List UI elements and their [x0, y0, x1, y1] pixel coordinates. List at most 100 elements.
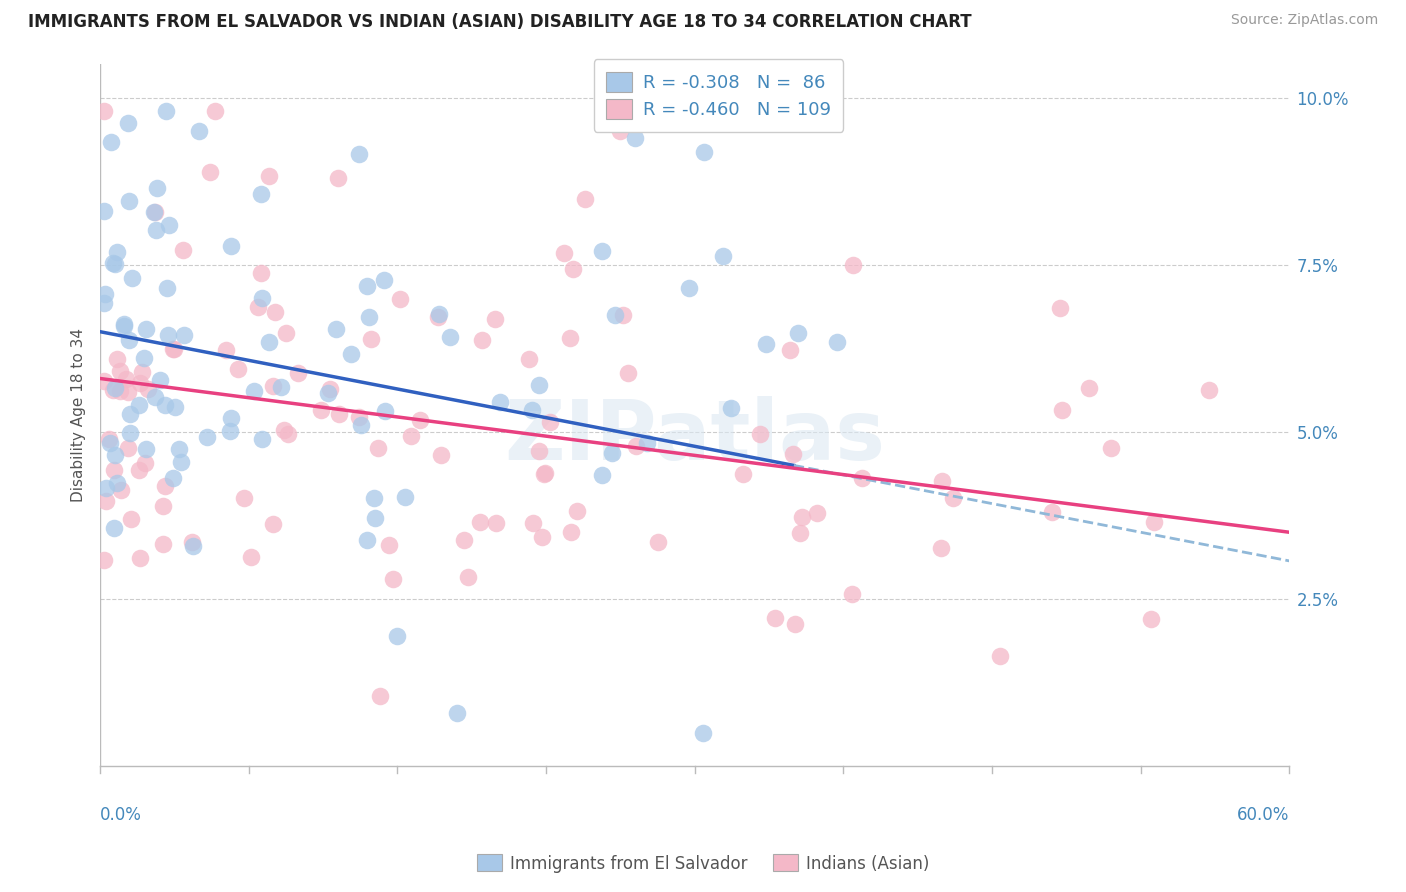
- Point: [93, 104, 115, 119]
- Point: [112, 318, 135, 333]
- Point: [517, 351, 540, 366]
- Point: [273, 423, 295, 437]
- Point: [488, 395, 510, 409]
- Point: [112, 317, 135, 331]
- Point: [169, 442, 191, 456]
- Point: [427, 307, 450, 321]
- Point: [155, 104, 177, 119]
- Point: [825, 334, 848, 349]
- Point: [156, 281, 179, 295]
- Point: [841, 587, 863, 601]
- Point: [626, 439, 648, 453]
- Point: [692, 726, 714, 740]
- Point: [574, 192, 596, 206]
- Point: [105, 475, 128, 490]
- Point: [173, 243, 195, 257]
- Point: [409, 413, 432, 427]
- Point: [233, 491, 256, 505]
- Point: [257, 335, 280, 350]
- Point: [617, 366, 640, 380]
- Point: [215, 343, 238, 358]
- Point: [349, 146, 371, 161]
- Point: [988, 648, 1011, 663]
- Point: [929, 541, 952, 556]
- Point: [162, 342, 184, 356]
- Point: [457, 570, 479, 584]
- Point: [394, 490, 416, 504]
- Point: [471, 333, 494, 347]
- Point: [779, 343, 801, 358]
- Point: [529, 443, 551, 458]
- Point: [135, 442, 157, 456]
- Point: [143, 391, 166, 405]
- Point: [647, 534, 669, 549]
- Point: [318, 382, 340, 396]
- Point: [120, 512, 142, 526]
- Point: [94, 286, 117, 301]
- Text: Source: ZipAtlas.com: Source: ZipAtlas.com: [1230, 13, 1378, 28]
- Point: [143, 205, 166, 219]
- Point: [219, 410, 242, 425]
- Point: [257, 169, 280, 183]
- Point: [163, 400, 186, 414]
- Point: [387, 629, 409, 643]
- Point: [427, 310, 450, 324]
- Point: [250, 292, 273, 306]
- Point: [347, 409, 370, 424]
- Point: [100, 436, 122, 450]
- Point: [101, 383, 124, 397]
- Y-axis label: Disability Age 18 to 34: Disability Age 18 to 34: [72, 328, 86, 502]
- Point: [157, 218, 180, 232]
- Point: [316, 386, 339, 401]
- Point: [609, 124, 631, 138]
- Point: [287, 367, 309, 381]
- Point: [104, 448, 127, 462]
- Point: [368, 690, 391, 704]
- Point: [270, 380, 292, 394]
- Text: ZIPatlas: ZIPatlas: [505, 396, 886, 477]
- Point: [373, 273, 395, 287]
- Point: [152, 537, 174, 551]
- Point: [363, 491, 385, 505]
- Point: [195, 430, 218, 444]
- Point: [118, 426, 141, 441]
- Point: [219, 239, 242, 253]
- Point: [1099, 441, 1122, 455]
- Point: [153, 398, 176, 412]
- Point: [446, 706, 468, 720]
- Text: 0.0%: 0.0%: [100, 806, 142, 824]
- Point: [522, 516, 544, 530]
- Point: [842, 258, 865, 272]
- Point: [249, 187, 271, 202]
- Point: [228, 362, 250, 376]
- Point: [374, 404, 396, 418]
- Point: [105, 244, 128, 259]
- Point: [93, 553, 115, 567]
- Point: [401, 429, 423, 443]
- Point: [328, 407, 350, 421]
- Point: [377, 537, 399, 551]
- Point: [733, 467, 755, 481]
- Point: [1139, 612, 1161, 626]
- Point: [1378, 178, 1400, 192]
- Point: [749, 427, 772, 442]
- Point: [152, 499, 174, 513]
- Point: [364, 511, 387, 525]
- Point: [1049, 301, 1071, 316]
- Point: [121, 271, 143, 285]
- Point: [101, 256, 124, 270]
- Point: [200, 165, 222, 179]
- Point: [98, 432, 121, 446]
- Point: [262, 379, 284, 393]
- Point: [720, 401, 742, 416]
- Point: [108, 364, 131, 378]
- Point: [785, 617, 807, 632]
- Point: [1050, 403, 1073, 417]
- Point: [93, 295, 115, 310]
- Point: [277, 426, 299, 441]
- Point: [636, 436, 658, 450]
- Legend: Immigrants from El Salvador, Indians (Asian): Immigrants from El Salvador, Indians (As…: [470, 847, 936, 880]
- Point: [678, 281, 700, 295]
- Point: [754, 337, 776, 351]
- Point: [527, 377, 550, 392]
